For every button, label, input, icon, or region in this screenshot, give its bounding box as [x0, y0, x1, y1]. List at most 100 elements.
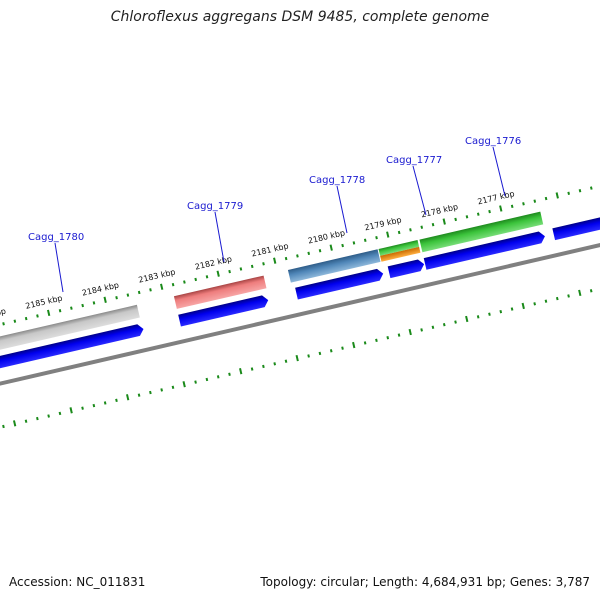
minor-tick: [476, 212, 480, 216]
gene-label-cagg-1777-group: Cagg_1777: [386, 155, 442, 216]
cds-arrow-next[interactable]: [552, 210, 600, 241]
minor-tick: [589, 289, 593, 293]
gene-label-cagg-1777[interactable]: Cagg_1777: [386, 155, 442, 166]
minor-tick: [397, 333, 401, 337]
major-tick: [69, 407, 73, 414]
kbp-tick-label: 2182 kbp: [194, 254, 233, 271]
cds-arrow-cagg-1779[interactable]: [178, 294, 269, 327]
minor-tick: [544, 196, 548, 201]
minor-tick: [228, 372, 231, 376]
cds-arrow-cagg-1776[interactable]: [423, 230, 547, 270]
major-tick: [12, 420, 17, 427]
gene-label-cagg-1778[interactable]: Cagg_1778: [309, 175, 365, 186]
outer-ruler: [2, 186, 593, 326]
minor-tick: [420, 225, 424, 229]
gene-label-cagg-1780[interactable]: Cagg_1780: [28, 232, 84, 243]
major-tick: [182, 381, 186, 388]
kbp-tick-label: 2183 kbp: [138, 267, 177, 284]
minor-tick: [2, 322, 5, 326]
minor-tick: [250, 367, 254, 371]
feature-bar-cagg-1780[interactable]: [0, 304, 140, 358]
minor-tick: [13, 319, 17, 323]
minor-tick: [2, 424, 5, 429]
major-tick: [239, 368, 243, 375]
cds-arrow-cagg-1778[interactable]: [295, 268, 384, 300]
minor-tick: [420, 328, 423, 332]
minor-tick: [510, 307, 514, 311]
minor-tick: [194, 380, 197, 384]
minor-tick: [284, 256, 288, 261]
gene-label-cagg-1776-group: Cagg_1776: [465, 136, 521, 197]
major-tick: [273, 257, 277, 264]
minor-tick: [567, 191, 571, 196]
minor-tick: [250, 264, 254, 269]
minor-tick: [228, 269, 231, 274]
kbp-tick-label: 2184 kbp: [81, 280, 120, 297]
minor-tick: [488, 312, 491, 316]
minor-tick: [36, 416, 39, 421]
kbp-tick-label: 2181 kbp: [251, 241, 290, 258]
minor-tick: [341, 346, 344, 350]
accession-text: Accession: NC_011831: [9, 575, 146, 589]
minor-tick: [47, 414, 50, 418]
minor-tick: [70, 306, 73, 310]
major-tick: [578, 289, 582, 297]
minor-tick: [103, 401, 107, 405]
minor-tick: [476, 315, 480, 319]
minor-tick: [92, 403, 96, 408]
minor-tick: [318, 351, 322, 356]
minor-tick: [216, 375, 220, 379]
minor-tick: [363, 341, 367, 345]
minor-tick: [81, 303, 84, 308]
minor-tick: [115, 296, 118, 300]
minor-tick: [375, 235, 378, 240]
gene-label-cagg-1776[interactable]: Cagg_1776: [465, 136, 521, 147]
minor-tick: [149, 390, 152, 395]
minor-tick: [307, 354, 310, 358]
minor-tick: [488, 209, 491, 214]
major-tick: [521, 302, 525, 310]
feature-bar-cagg-1777-orange[interactable]: [380, 246, 421, 262]
major-tick: [408, 328, 412, 336]
major-tick: [160, 283, 164, 290]
minor-tick: [262, 262, 265, 266]
major-tick: [126, 394, 130, 401]
gene-label-cagg-1779-group: Cagg_1779: [187, 201, 243, 263]
major-tick: [352, 341, 356, 349]
minor-tick: [499, 309, 503, 314]
minor-tick: [589, 186, 593, 190]
minor-tick: [352, 241, 356, 245]
minor-tick: [160, 388, 163, 392]
minor-tick: [81, 406, 84, 410]
major-tick: [47, 309, 51, 317]
minor-tick: [431, 222, 435, 227]
minor-tick: [454, 217, 457, 222]
minor-tick: [555, 296, 559, 301]
kbp-tick-label: 2177 kbp: [477, 189, 516, 206]
minor-tick: [126, 293, 130, 297]
minor-tick: [273, 362, 277, 366]
major-tick: [329, 244, 333, 251]
cds-arrow-cagg-1780[interactable]: [0, 323, 145, 376]
minor-tick: [544, 299, 548, 303]
minor-tick: [183, 280, 186, 284]
minor-tick: [58, 411, 62, 416]
feature-bar-cagg-1777[interactable]: [378, 240, 420, 256]
minor-tick: [318, 249, 322, 253]
minor-tick: [454, 320, 457, 324]
feature-bar-cagg-1778[interactable]: [287, 249, 381, 283]
feature-bar-cagg-1776[interactable]: [419, 211, 544, 253]
cds-arrow-cagg-1777[interactable]: [387, 258, 426, 279]
feature-bar-cagg-1779[interactable]: [173, 275, 267, 309]
minor-tick: [205, 377, 209, 382]
major-tick: [386, 231, 390, 238]
minor-tick: [386, 336, 390, 340]
kbp-tick-label: 2186 kbp: [0, 307, 7, 324]
minor-tick: [397, 230, 401, 235]
gene-label-cagg-1779[interactable]: Cagg_1779: [187, 201, 243, 212]
major-tick: [442, 218, 446, 225]
minor-tick: [578, 189, 582, 193]
minor-tick: [533, 302, 536, 306]
major-tick: [465, 315, 469, 323]
minor-tick: [296, 254, 299, 258]
